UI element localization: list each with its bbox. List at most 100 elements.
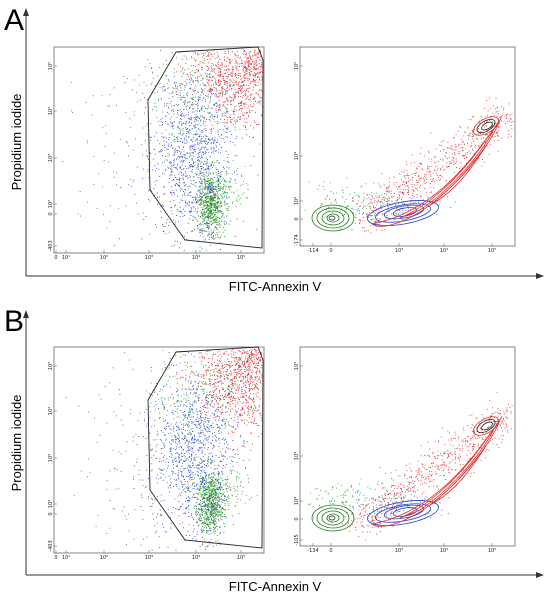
dot-a2-green <box>320 203 322 205</box>
dot-a1-c2 <box>183 174 185 176</box>
dot-a1-c0 <box>200 203 202 205</box>
dot-a1-c7 <box>168 231 170 233</box>
dot-a1-c5 <box>252 75 254 77</box>
dot-b1-c2 <box>201 510 203 512</box>
dot-b1-c0 <box>211 514 213 515</box>
dot-b1-c1 <box>224 479 226 480</box>
dot-b1-c0 <box>206 513 207 514</box>
dot-a1-c2 <box>210 143 212 145</box>
dot-a1-c0 <box>211 214 213 215</box>
dot-a1-c4 <box>259 101 260 103</box>
dot-a1-c4 <box>258 100 260 102</box>
dot-a1-c4 <box>198 53 200 55</box>
dot-b1-c2 <box>225 439 226 440</box>
dot-a2-red <box>440 174 442 176</box>
dot-a2-red <box>363 227 365 228</box>
dot-b1-c0 <box>203 494 205 496</box>
dot-a1-c4 <box>240 92 242 94</box>
dot-b1-c2 <box>165 428 166 430</box>
dot-a1-c2 <box>224 202 225 204</box>
dot-a1-c0 <box>209 192 211 194</box>
dot-a2-green <box>363 200 364 202</box>
dot-a1-c2 <box>192 108 194 110</box>
dot-a1-c4 <box>239 105 241 107</box>
dot-b1-c2 <box>192 385 194 387</box>
dot-a1-c4 <box>245 73 247 75</box>
dot-a1-c7 <box>235 138 237 139</box>
dot-a1-c2 <box>189 148 191 150</box>
dot-a1-c3 <box>226 111 228 113</box>
dot-a2-green <box>344 201 345 203</box>
dot-a1-c3 <box>214 94 216 96</box>
dot-a1-c0 <box>202 216 204 218</box>
dot-a1-c4 <box>256 68 257 70</box>
dot-a1-c2 <box>197 176 199 178</box>
dot-a1-outlier <box>77 213 79 215</box>
dot-a1-c4 <box>215 83 217 85</box>
dot-a1-c7 <box>165 222 167 224</box>
dot-a1-c0 <box>216 212 218 213</box>
dot-a1-c2 <box>192 202 194 204</box>
dot-a1-c3 <box>171 105 172 107</box>
dot-b1-c0 <box>193 525 195 527</box>
dot-a1-c2 <box>213 173 214 175</box>
dot-a1-c0 <box>216 203 218 204</box>
dot-a1-c3 <box>190 104 192 106</box>
dot-a1-c6 <box>193 111 195 113</box>
dot-a1-c4 <box>218 70 220 72</box>
dot-a1-c3 <box>194 151 196 152</box>
dot-a2-red <box>368 212 370 214</box>
dot-a1-c5 <box>246 68 248 70</box>
dot-a1-c4 <box>236 92 238 94</box>
dot-a1-c4 <box>227 117 229 119</box>
dot-a1-c5 <box>230 73 232 75</box>
dot-a1-c0 <box>217 199 219 201</box>
dot-b1-c0 <box>207 498 209 499</box>
dot-a1-c6 <box>218 109 220 110</box>
dot-b1-c0 <box>210 511 212 513</box>
dot-a2-red <box>450 162 452 164</box>
dot-a1-c4 <box>229 116 230 118</box>
dot-b1-c2 <box>214 414 215 416</box>
dot-a1-c2 <box>156 180 158 181</box>
dot-a1-c3 <box>176 88 178 90</box>
dot-a2-red <box>434 155 436 157</box>
dot-a1-c1 <box>237 194 239 196</box>
dot-a2-red <box>467 135 469 136</box>
dot-a2-red <box>375 195 377 197</box>
dot-a1-c4 <box>247 107 249 109</box>
dot-a2-red <box>433 161 435 163</box>
dot-a1-c7 <box>224 83 226 85</box>
dot-a1-c4 <box>239 116 241 118</box>
dot-b1-c0 <box>202 542 204 544</box>
dot-a1-c5 <box>247 56 249 58</box>
dot-a1-c4 <box>253 120 255 122</box>
dot-a1-c6 <box>245 99 247 100</box>
dot-a1-c6 <box>176 117 178 118</box>
dot-a1-c7 <box>119 139 121 141</box>
dot-a1-outlier <box>147 123 148 125</box>
dot-b1-c1 <box>210 476 212 478</box>
dot-a1-c7 <box>160 50 162 51</box>
dot-a2-red <box>373 197 375 199</box>
dot-a1-c5 <box>251 63 253 65</box>
dot-a1-c2 <box>224 195 225 197</box>
dot-b1-c2 <box>248 481 249 483</box>
dot-a2-green <box>370 206 372 208</box>
dot-a2-red <box>472 116 474 118</box>
dot-a1-c2 <box>194 165 196 167</box>
dot-a1-c5 <box>258 56 260 58</box>
dot-a2-red <box>442 160 444 162</box>
dot-a1-c4 <box>234 94 236 96</box>
dot-b1-c2 <box>192 475 194 477</box>
dot-a2-red <box>454 152 456 153</box>
dot-a1-c0 <box>210 210 212 212</box>
dot-a1-c1 <box>236 189 238 191</box>
dot-a1-c6 <box>165 89 166 91</box>
dot-a1-c6 <box>202 116 204 118</box>
dot-a1-c4 <box>239 90 241 92</box>
dot-b1-c0 <box>209 496 211 498</box>
dot-a1-c0 <box>204 214 206 216</box>
dot-a1-c6 <box>160 119 162 121</box>
